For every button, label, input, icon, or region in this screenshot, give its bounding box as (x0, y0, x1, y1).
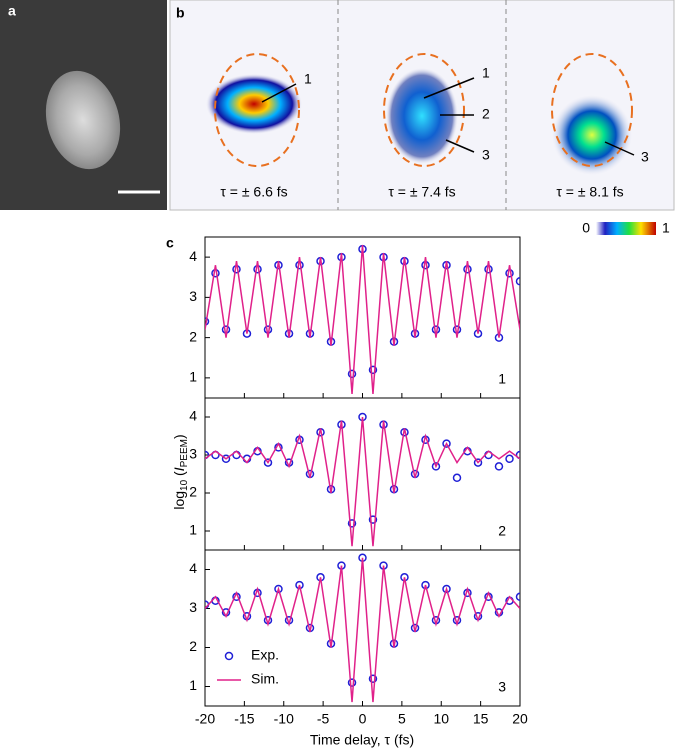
marker: 1 (482, 65, 490, 81)
colorbar-max: 1 (662, 220, 670, 236)
data-point (421, 580, 430, 590)
data-point (463, 264, 472, 274)
y-label-part: ) (171, 434, 187, 439)
data-point (515, 450, 520, 460)
y-tick-label: 1 (189, 677, 197, 693)
x-axis-label: Time delay, τ (fs) (310, 732, 414, 748)
sim-line (205, 416, 520, 547)
data-point (452, 473, 462, 483)
x-tick-label: 20 (512, 711, 528, 727)
data-point (368, 515, 378, 524)
x-tick-label: -20 (195, 711, 215, 727)
sim-line (205, 557, 520, 703)
caption: τ = ± 8.1 fs (556, 184, 623, 200)
y-label-part: ( (171, 471, 187, 480)
y-tick-label: 4 (189, 408, 197, 424)
y-tick-label: 1 (189, 522, 197, 538)
caption: τ = ± 6.6 fs (220, 184, 287, 200)
y-tick-label: 4 (189, 248, 197, 264)
caption: τ = ± 7.4 fs (388, 184, 455, 200)
marker: 1 (304, 71, 312, 87)
y-tick-label: 3 (189, 446, 197, 462)
data-point (515, 277, 520, 286)
data-point (347, 519, 357, 528)
marker: 2 (482, 106, 490, 122)
subplot-label: 3 (498, 679, 506, 695)
data-point (295, 580, 304, 590)
data-point (368, 365, 378, 375)
x-tick-label: -10 (274, 711, 294, 727)
hotspot (552, 95, 632, 175)
legend-label: Exp. (251, 647, 279, 663)
data-point (473, 458, 483, 467)
x-tick-label: 0 (359, 711, 367, 727)
data-point (505, 454, 514, 464)
panel-label: a (8, 3, 16, 19)
sim-line (205, 244, 520, 395)
data-point (347, 678, 357, 687)
outline (383, 53, 465, 167)
data-point (205, 450, 210, 460)
data-point (452, 325, 462, 334)
data-point (263, 325, 273, 334)
data-point (442, 439, 451, 448)
y-tick-label: 3 (189, 599, 197, 615)
subplot-label: 1 (498, 371, 506, 387)
x-tick-label: 15 (473, 711, 489, 727)
y-tick-label: 3 (189, 288, 197, 304)
legend-label: Sim. (251, 671, 279, 687)
y-tick-label: 1 (189, 369, 197, 385)
data-point (484, 264, 493, 274)
y-tick-label: 2 (189, 328, 197, 344)
x-tick-label: 5 (398, 711, 406, 727)
arrows (261, 77, 635, 156)
hotspot (206, 74, 302, 134)
marker: 3 (641, 149, 649, 165)
data-point (442, 584, 451, 594)
data-point (221, 454, 231, 464)
y-tick-label: 2 (189, 484, 197, 500)
y-label-part: PEEM (179, 439, 190, 467)
marker: 3 (482, 147, 490, 163)
legend-symbol (224, 651, 234, 661)
x-tick-label: -15 (234, 711, 254, 727)
data-point (232, 264, 241, 274)
data-point (494, 462, 504, 471)
data-point (368, 674, 378, 683)
panel-label: b (176, 5, 185, 21)
plot-frame (204, 236, 521, 399)
data-point (431, 462, 441, 471)
x-tick-label: 10 (433, 711, 449, 727)
x-tick-label: -5 (317, 711, 330, 727)
outline (551, 53, 633, 167)
data-point (221, 325, 231, 334)
y-label-part: 10 (179, 479, 190, 491)
data-point (263, 458, 273, 467)
data-point (205, 317, 210, 326)
subplot-label: 2 (498, 523, 506, 539)
outline (214, 53, 300, 167)
colorbar (596, 222, 656, 235)
data-point (274, 584, 283, 594)
y-axis-label: log10 (IPEEM) (171, 434, 190, 509)
panel-label: c (166, 235, 174, 251)
data-point (253, 264, 262, 274)
data-point (515, 592, 520, 602)
particle (45, 70, 121, 170)
y-tick-label: 4 (189, 560, 197, 576)
data-point (347, 369, 357, 379)
y-label-part: I (171, 467, 187, 471)
colorbar-min: 0 (582, 220, 590, 236)
y-label-part: log (171, 491, 187, 510)
y-tick-label: 2 (189, 638, 197, 654)
